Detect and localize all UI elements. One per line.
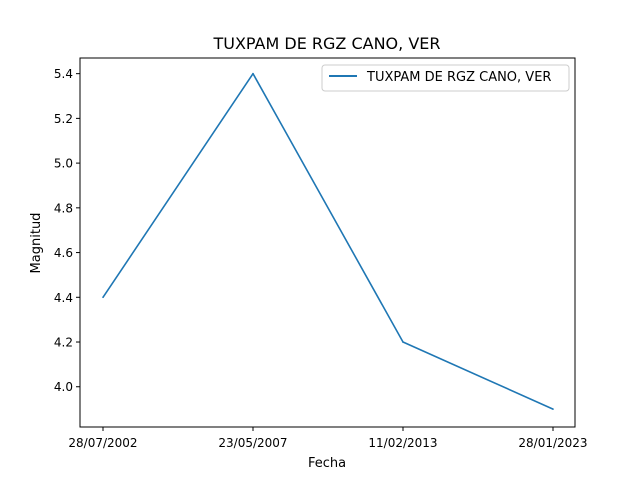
data-point: [552, 408, 554, 410]
data-point: [402, 341, 404, 343]
y-tick-label: 5.2: [54, 112, 73, 126]
data-point: [102, 296, 104, 299]
legend-box: [321, 64, 570, 92]
data-point: [252, 72, 254, 75]
chart-title: TUXPAM DE RGZ CANO, VER: [212, 34, 440, 53]
y-axis-label: Magnitud: [29, 213, 44, 274]
plot-frame: [79, 57, 576, 428]
x-tick-label: 11/02/2013: [368, 436, 437, 450]
x-axis-ticks: 28/07/2002 23/05/2007 11/02/2013 28/01/2023: [68, 427, 588, 450]
x-tick-label: 28/01/2023: [518, 436, 587, 450]
x-tick-label: 28/07/2002: [68, 436, 137, 450]
legend-label: TUXPAM DE RGZ CANO, VER: [366, 70, 551, 85]
x-axis-label: Fecha: [308, 456, 346, 471]
series-lines: [102, 72, 554, 410]
y-tick-label: 4.2: [54, 336, 73, 350]
y-tick-label: 4.8: [54, 201, 73, 215]
y-tick-label: 4.4: [54, 291, 73, 305]
y-tick-label: 4.6: [54, 246, 73, 260]
y-tick-label: 5.4: [54, 67, 73, 81]
y-tick-label: 4.0: [54, 380, 73, 394]
x-tick-label: 23/05/2007: [218, 436, 287, 450]
legend: TUXPAM DE RGZ CANO, VER: [321, 64, 570, 92]
y-axis-ticks: 4.0 4.2 4.4 4.6 4.8 5.0 5.2 5.4: [54, 67, 80, 394]
series-line: [102, 72, 554, 410]
y-tick-label: 5.0: [54, 157, 73, 171]
